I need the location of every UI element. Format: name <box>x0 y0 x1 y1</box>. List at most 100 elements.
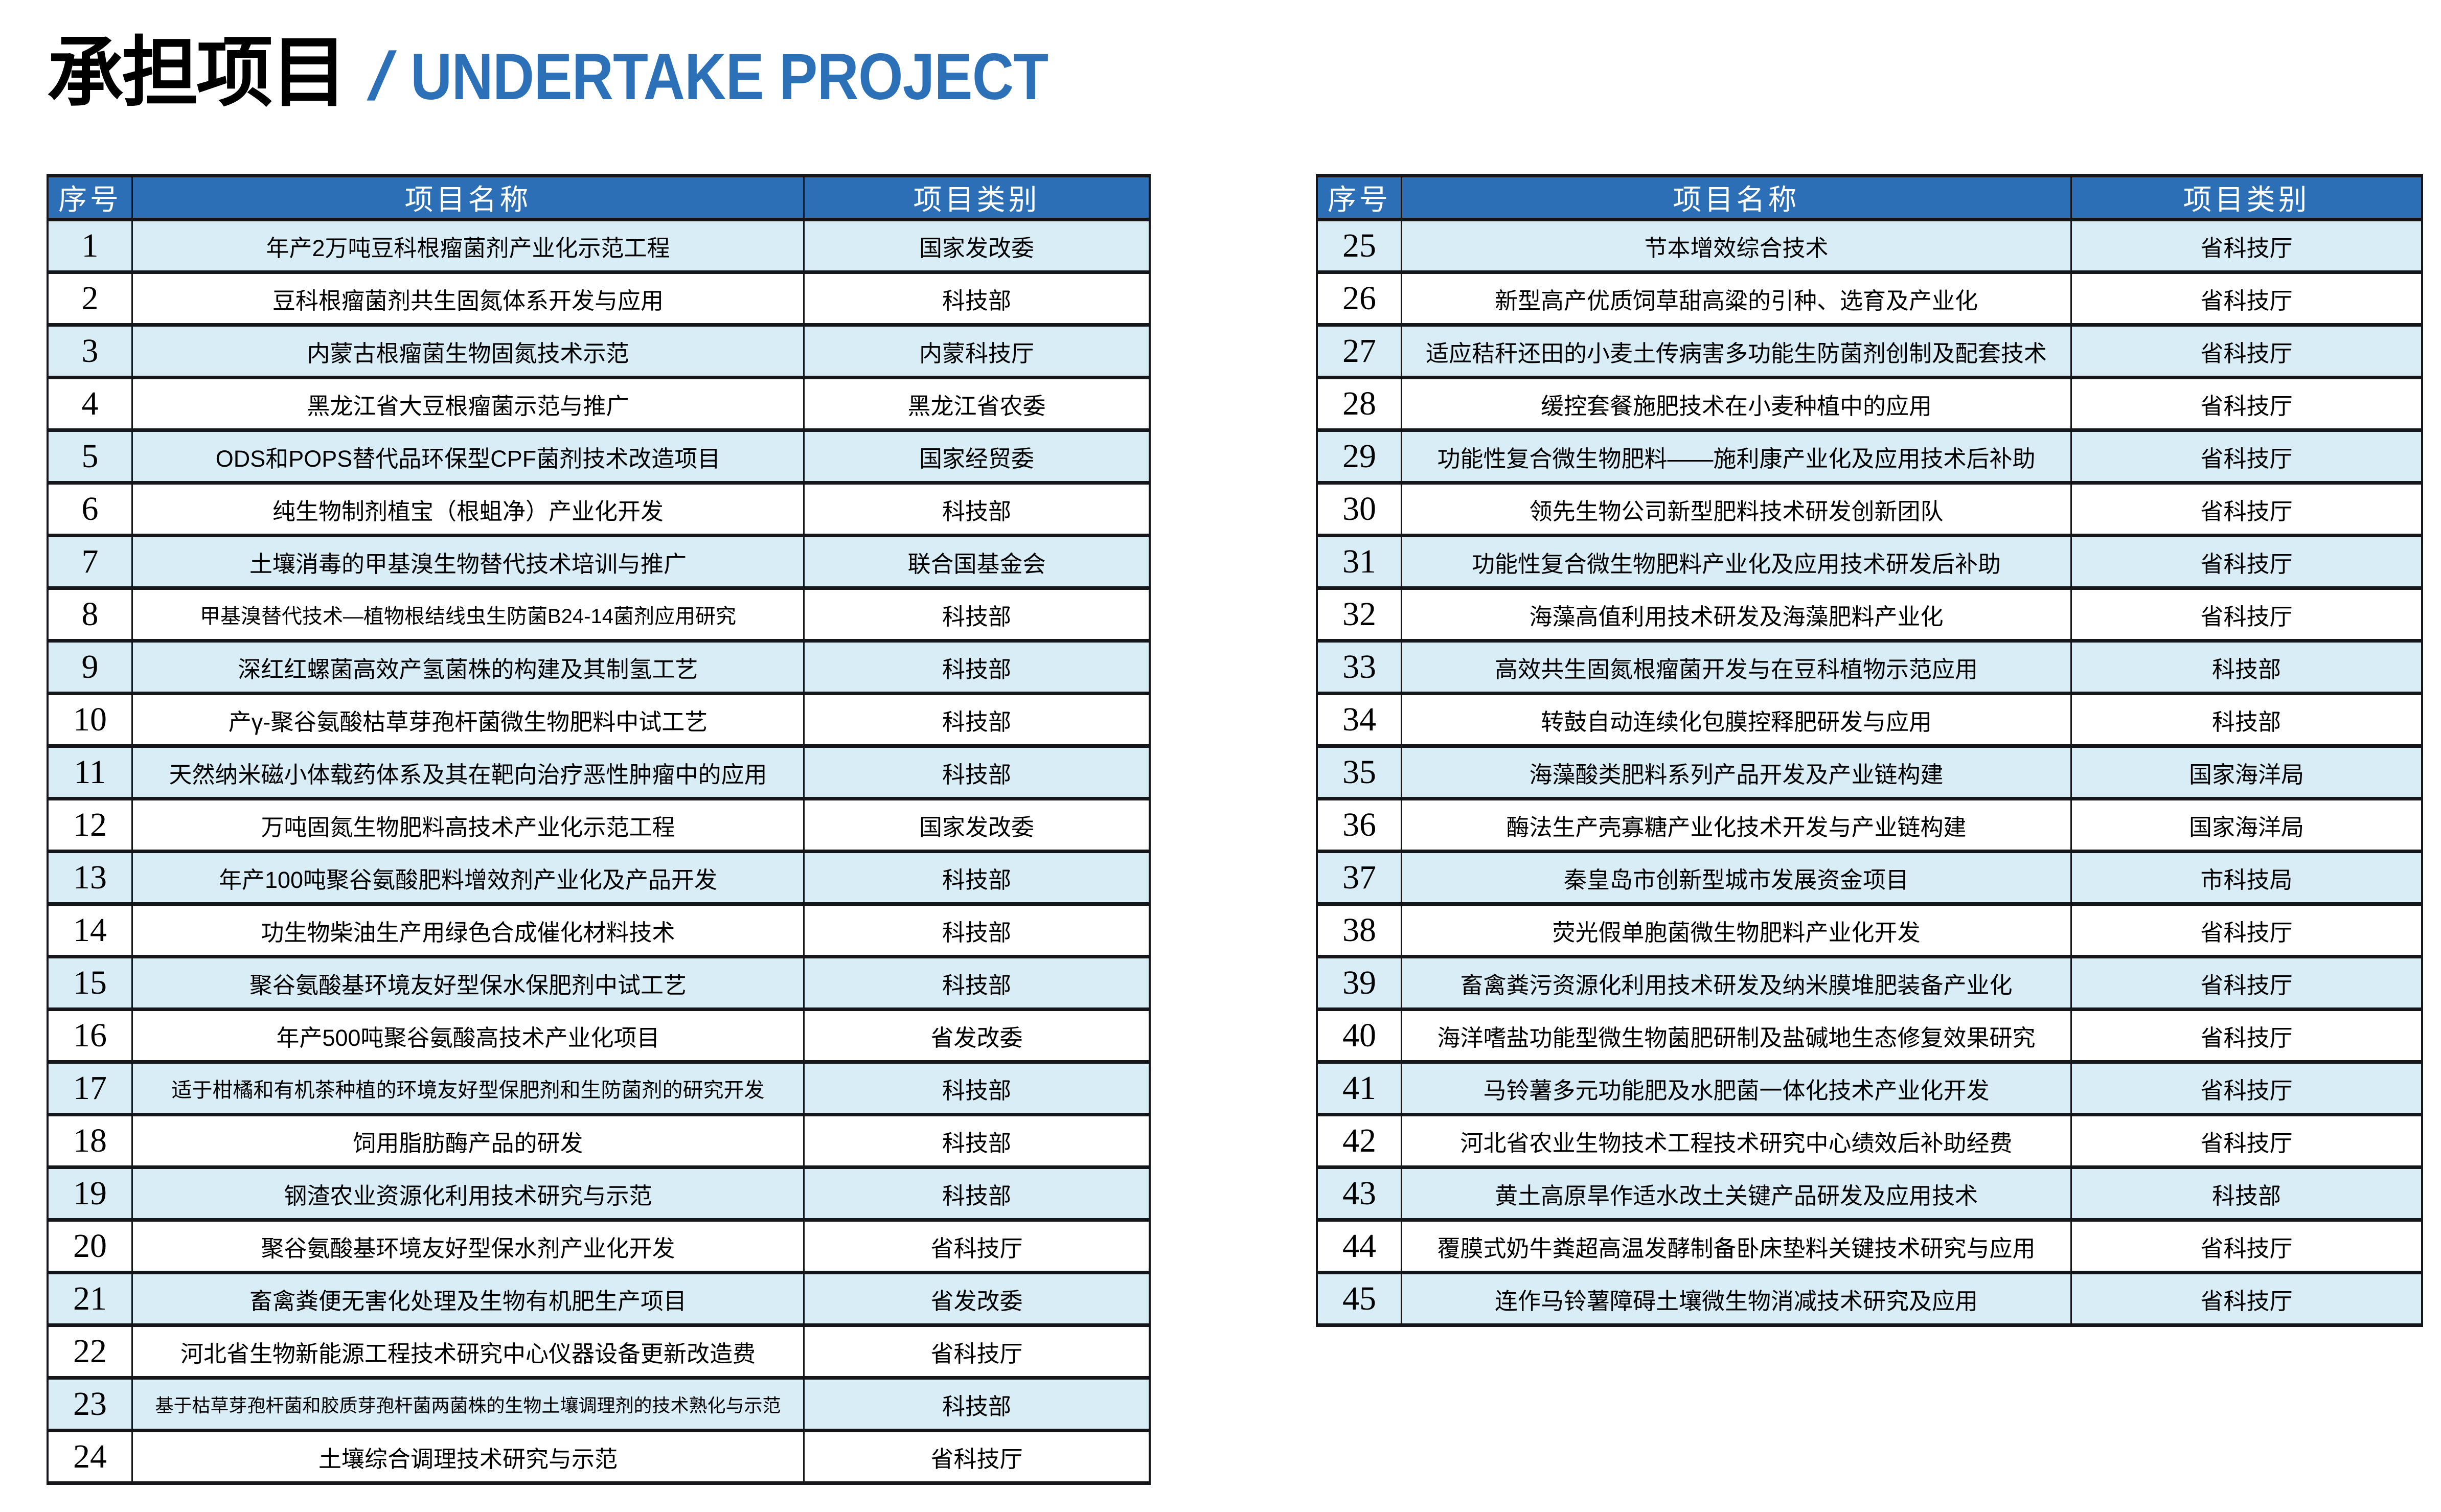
project-name: 适于柑橘和有机茶种植的环境友好型保肥剂和生防菌剂的研究开发 <box>133 1064 805 1113</box>
project-name: 年产500吨聚谷氨酸高技术产业化项目 <box>133 1011 805 1060</box>
table-header-row: 序号 项目名称 项目类别 <box>49 177 1149 221</box>
table-row: 38 荧光假单胞菌微生物肥料产业化开发 省科技厅 <box>1318 906 2421 958</box>
row-index: 38 <box>1318 906 1402 955</box>
table-row: 12 万吨固氮生物肥料高技术产业化示范工程 国家发改委 <box>49 800 1149 853</box>
project-name: 领先生物公司新型肥料技术研发创新团队 <box>1402 485 2072 534</box>
table-row: 7 土壤消毒的甲基溴生物替代技术培训与推广 联合国基金会 <box>49 537 1149 590</box>
row-index: 17 <box>49 1064 133 1113</box>
project-category: 市科技局 <box>2200 866 2293 893</box>
row-index: 4 <box>49 379 133 428</box>
project-name: 功能性复合微生物肥料——施利康产业化及应用技术后补助 <box>1402 432 2072 481</box>
project-category: 省发改委 <box>930 1024 1023 1051</box>
table-row: 24 土壤综合调理技术研究与示范 省科技厅 <box>49 1432 1149 1485</box>
project-name: 酶法生产壳寡糖产业化技术开发与产业链构建 <box>1402 800 2072 850</box>
row-index: 44 <box>1318 1222 1402 1271</box>
project-category: 国家经贸委 <box>919 445 1034 472</box>
project-category: 省科技厅 <box>2200 445 2293 472</box>
table-row: 29 功能性复合微生物肥料——施利康产业化及应用技术后补助 省科技厅 <box>1318 432 2421 485</box>
project-name: 饲用脂肪酶产品的研发 <box>133 1116 805 1165</box>
row-index: 11 <box>49 748 133 797</box>
project-name: 畜禽粪污资源化利用技术研发及纳米膜堆肥装备产业化 <box>1402 958 2072 1007</box>
row-index: 29 <box>1318 432 1402 481</box>
table-row: 28 缓控套餐施肥技术在小麦种植中的应用 省科技厅 <box>1318 379 2421 432</box>
undertake-table-left: 序号 项目名称 项目类别 1 年产2万吨豆科根瘤菌剂产业化示范工程 国家发改委 2 豆科… <box>47 174 1151 1485</box>
project-name: 年产2万吨豆科根瘤菌剂产业化示范工程 <box>133 221 805 270</box>
project-name: 功生物柴油生产用绿色合成催化材料技术 <box>133 906 805 955</box>
project-category: 省科技厅 <box>2200 235 2293 261</box>
project-name: 马铃薯多元功能肥及水肥菌一体化技术产业化开发 <box>1402 1064 2072 1113</box>
row-index: 21 <box>49 1274 133 1323</box>
table-row: 42 河北省农业生物技术工程技术研究中心绩效后补助经费 省科技厅 <box>1318 1116 2421 1169</box>
row-index: 1 <box>49 221 133 270</box>
column-header-project-name: 项目名称 <box>133 177 805 218</box>
row-index: 25 <box>1318 221 1402 270</box>
row-index: 39 <box>1318 958 1402 1007</box>
project-category: 省科技厅 <box>2200 287 2293 314</box>
row-index: 42 <box>1318 1116 1402 1165</box>
project-category: 省科技厅 <box>2200 340 2293 366</box>
table-row: 4 黑龙江省大豆根瘤菌示范与推广 黑龙江省农委 <box>49 379 1149 432</box>
project-name: 聚谷氨酸基环境友好型保水剂产业化开发 <box>133 1222 805 1271</box>
page-title: 承担项目 / UNDERTAKE PROJECT <box>47 27 1135 119</box>
project-category: 国家发改委 <box>919 814 1034 840</box>
table-row: 35 海藻酸类肥料系列产品开发及产业链构建 国家海洋局 <box>1318 748 2421 800</box>
title-slash-divider: / <box>362 38 401 113</box>
row-index: 6 <box>49 485 133 534</box>
project-category: 省科技厅 <box>2200 1235 2293 1262</box>
project-category: 科技部 <box>942 972 1011 998</box>
row-index: 34 <box>1318 695 1402 744</box>
project-name: 土壤综合调理技术研究与示范 <box>133 1432 805 1481</box>
project-category: 国家发改委 <box>919 235 1034 261</box>
project-category: 省科技厅 <box>2200 1130 2293 1156</box>
row-index: 16 <box>49 1011 133 1060</box>
table-body: 1 年产2万吨豆科根瘤菌剂产业化示范工程 国家发改委 2 豆科根瘤菌剂共生固氮体系开发与… <box>49 221 1149 1485</box>
project-name: 年产100吨聚谷氨酸肥料增效剂产业化及产品开发 <box>133 853 805 902</box>
project-name: 荧光假单胞菌微生物肥料产业化开发 <box>1402 906 2072 955</box>
table-row: 31 功能性复合微生物肥料产业化及应用技术研发后补助 省科技厅 <box>1318 537 2421 590</box>
project-name: 转鼓自动连续化包膜控释肥研发与应用 <box>1402 695 2072 744</box>
row-index: 45 <box>1318 1274 1402 1323</box>
project-category: 科技部 <box>942 919 1011 946</box>
table-row: 11 天然纳米磁小体载药体系及其在靶向治疗恶性肿瘤中的应用 科技部 <box>49 748 1149 800</box>
row-index: 22 <box>49 1327 133 1376</box>
row-index: 10 <box>49 695 133 744</box>
page-title-chinese: 承担项目 <box>47 30 348 116</box>
project-name: 畜禽粪便无害化处理及生物有机肥生产项目 <box>133 1274 805 1323</box>
project-category: 科技部 <box>2211 708 2281 735</box>
project-category: 省科技厅 <box>2200 393 2293 419</box>
table-row: 45 连作马铃薯障碍土壤微生物消减技术研究及应用 省科技厅 <box>1318 1274 2421 1327</box>
project-name: 节本增效综合技术 <box>1402 221 2072 270</box>
column-header-index: 序号 <box>49 177 133 218</box>
column-header-project-name: 项目名称 <box>1402 177 2072 218</box>
table-row: 19 钢渣农业资源化利用技术研究与示范 科技部 <box>49 1169 1149 1222</box>
project-name: 河北省农业生物技术工程技术研究中心绩效后补助经费 <box>1402 1116 2072 1165</box>
table-row: 20 聚谷氨酸基环境友好型保水剂产业化开发 省科技厅 <box>49 1222 1149 1274</box>
table-row: 8 甲基溴替代技术—植物根结线虫生防菌B24-14菌剂应用研究 科技部 <box>49 590 1149 643</box>
project-category: 科技部 <box>942 761 1011 788</box>
project-category: 科技部 <box>942 1130 1011 1156</box>
row-index: 28 <box>1318 379 1402 428</box>
project-name: 功能性复合微生物肥料产业化及应用技术研发后补助 <box>1402 537 2072 586</box>
project-category: 科技部 <box>942 1182 1011 1209</box>
project-category: 黑龙江省农委 <box>907 393 1046 419</box>
project-name: 万吨固氮生物肥料高技术产业化示范工程 <box>133 800 805 850</box>
table-row: 44 覆膜式奶牛粪超高温发酵制备卧床垫料关键技术研究与应用 省科技厅 <box>1318 1222 2421 1274</box>
table-row: 16 年产500吨聚谷氨酸高技术产业化项目 省发改委 <box>49 1011 1149 1064</box>
table-row: 36 酶法生产壳寡糖产业化技术开发与产业链构建 国家海洋局 <box>1318 800 2421 853</box>
project-name: 甲基溴替代技术—植物根结线虫生防菌B24-14菌剂应用研究 <box>133 590 805 639</box>
row-index: 43 <box>1318 1169 1402 1218</box>
table-row: 6 纯生物制剂植宝（根蛆净）产业化开发 科技部 <box>49 485 1149 537</box>
project-name: 适应秸秆还田的小麦土传病害多功能生防菌剂创制及配套技术 <box>1402 327 2072 376</box>
table-header-row: 序号 项目名称 项目类别 <box>1318 177 2421 221</box>
project-name: ODS和POPS替代品环保型CPF菌剂技术改造项目 <box>133 432 805 481</box>
table-row: 10 产γ-聚谷氨酸枯草芽孢杆菌微生物肥料中试工艺 科技部 <box>49 695 1149 748</box>
project-category: 国家海洋局 <box>2188 761 2304 788</box>
project-category: 科技部 <box>942 498 1011 524</box>
project-name: 深红红螺菌高效产氢菌株的构建及其制氢工艺 <box>133 643 805 692</box>
project-name: 河北省生物新能源工程技术研究中心仪器设备更新改造费 <box>133 1327 805 1376</box>
row-index: 31 <box>1318 537 1402 586</box>
table-row: 43 黄土高原旱作适水改土关键产品研发及应用技术 科技部 <box>1318 1169 2421 1222</box>
project-name: 土壤消毒的甲基溴生物替代技术培训与推广 <box>133 537 805 586</box>
table-row: 14 功生物柴油生产用绿色合成催化材料技术 科技部 <box>49 906 1149 958</box>
project-category: 省科技厅 <box>2200 603 2293 630</box>
